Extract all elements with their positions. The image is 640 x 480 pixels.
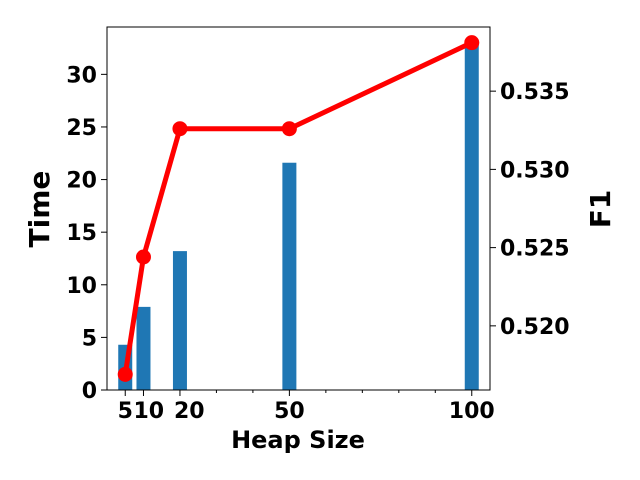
x-tick-label: 20 — [174, 399, 205, 424]
time-bar — [136, 306, 151, 390]
left-y-axis: 0 5 10 15 20 25 30 — [66, 63, 107, 404]
f1-point — [464, 35, 480, 51]
f1-line-series — [117, 35, 480, 382]
left-y-tick-label: 30 — [66, 63, 97, 88]
right-y-axis: 0.520 0.525 0.530 0.535 — [490, 80, 570, 340]
left-y-axis-label: Time — [23, 171, 56, 248]
f1-point — [135, 249, 151, 265]
left-y-tick-label: 5 — [82, 326, 97, 351]
right-y-tick-label: 0.525 — [500, 237, 570, 262]
x-tick-label: 100 — [449, 399, 495, 424]
right-y-tick-label: 0.520 — [500, 315, 570, 340]
time-bar — [282, 162, 297, 390]
plot-frame — [106, 26, 491, 391]
left-y-tick-label: 10 — [66, 274, 97, 299]
time-bar — [172, 251, 187, 390]
right-y-axis-label: F1 — [584, 190, 617, 229]
x-tick-label: 5 — [118, 399, 133, 424]
time-bar — [464, 43, 479, 391]
right-y-tick-label: 0.535 — [500, 80, 570, 105]
left-y-tick-label: 15 — [66, 221, 97, 246]
f1-point — [117, 366, 133, 382]
x-axis-label: Heap Size — [231, 426, 365, 454]
x-tick-label: 50 — [274, 399, 305, 424]
left-y-tick-label: 20 — [66, 169, 97, 194]
f1-point — [281, 121, 297, 137]
right-y-tick-label: 0.530 — [500, 158, 570, 183]
f1-point — [172, 121, 188, 137]
left-y-tick-label: 25 — [66, 116, 97, 141]
x-tick-label: 10 — [133, 399, 164, 424]
left-y-tick-label: 0 — [82, 379, 97, 404]
time-bars — [118, 43, 479, 391]
x-axis: 5 10 20 50 100 — [118, 390, 495, 424]
